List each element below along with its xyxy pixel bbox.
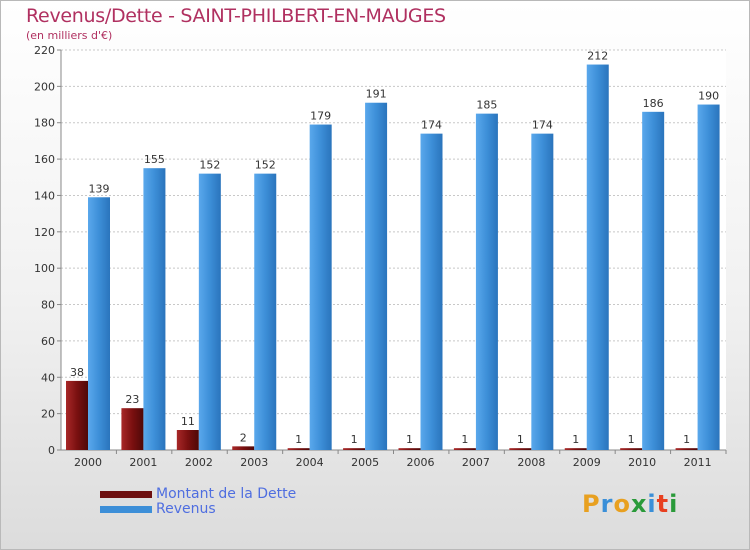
logo-letter: t xyxy=(656,490,670,518)
bar-dette xyxy=(66,380,88,450)
data-label-dette: 23 xyxy=(125,393,139,406)
legend-swatch-revenus xyxy=(100,505,152,513)
bar-revenus xyxy=(586,64,609,450)
data-label-revenus: 212 xyxy=(587,50,608,63)
logo-letter: x xyxy=(630,490,648,518)
data-label-revenus: 174 xyxy=(421,119,442,132)
bar-revenus xyxy=(642,111,665,451)
y-tick-label: 40 xyxy=(41,371,55,384)
y-tick-label: 220 xyxy=(34,44,55,57)
data-label-revenus: 152 xyxy=(255,159,276,172)
data-label-revenus: 191 xyxy=(366,88,387,101)
bar-dette xyxy=(287,448,310,450)
data-label-revenus: 155 xyxy=(144,153,165,166)
data-label-revenus: 152 xyxy=(199,159,220,172)
x-tick-label: 2010 xyxy=(628,456,656,469)
bar-dette xyxy=(509,448,532,450)
x-tick-label: 2004 xyxy=(296,456,324,469)
legend-item-dette: Montant de la Dette xyxy=(100,486,296,502)
bar-revenus xyxy=(365,102,388,451)
y-tick-label: 200 xyxy=(34,80,55,93)
data-label-dette: 11 xyxy=(181,415,195,428)
bar-dette xyxy=(343,448,366,450)
bar-revenus xyxy=(420,133,443,451)
data-label-dette: 38 xyxy=(70,366,84,379)
bar-revenus xyxy=(198,173,221,451)
y-tick-label: 100 xyxy=(34,262,55,275)
legend-label-revenus: Revenus xyxy=(156,501,216,517)
y-tick-label: 60 xyxy=(41,335,55,348)
data-label-revenus: 139 xyxy=(89,182,110,195)
x-tick-label: 2005 xyxy=(351,456,379,469)
data-label-dette: 1 xyxy=(517,433,524,446)
x-tick-label: 2007 xyxy=(462,456,490,469)
y-tick-label: 0 xyxy=(48,444,55,457)
y-tick-label: 180 xyxy=(34,117,55,130)
plot-area xyxy=(61,50,726,450)
logo-letter: i xyxy=(669,490,679,518)
data-label-dette: 1 xyxy=(351,433,358,446)
chart-title: Revenus/Dette - SAINT-PHILBERT-EN-MAUGES xyxy=(26,5,446,27)
logo-letter: i xyxy=(647,490,657,518)
logo-letter: r xyxy=(600,490,614,518)
y-tick-label: 20 xyxy=(41,408,55,421)
x-tick-label: 2002 xyxy=(185,456,213,469)
bar-revenus xyxy=(475,113,498,451)
legend-item-revenus: Revenus xyxy=(100,501,216,517)
bar-dette xyxy=(232,446,255,450)
logo-letter: o xyxy=(613,490,631,518)
bar-revenus xyxy=(531,133,554,451)
x-tick-label: 2009 xyxy=(573,456,601,469)
x-tick-label: 2001 xyxy=(129,456,157,469)
y-tick-label: 160 xyxy=(34,153,55,166)
x-tick-label: 2003 xyxy=(240,456,268,469)
x-tick-label: 2000 xyxy=(74,456,102,469)
legend-label-dette: Montant de la Dette xyxy=(156,486,297,502)
data-label-dette: 1 xyxy=(295,433,302,446)
logo-letter: P xyxy=(582,490,601,518)
bar-revenus xyxy=(309,124,332,450)
data-label-revenus: 185 xyxy=(476,99,497,112)
data-label-revenus: 186 xyxy=(643,97,664,110)
bar-revenus xyxy=(143,168,166,450)
bar-dette xyxy=(675,448,698,450)
data-label-dette: 2 xyxy=(240,431,247,444)
bar-dette xyxy=(176,430,199,450)
data-label-dette: 1 xyxy=(461,433,468,446)
y-tick-label: 120 xyxy=(34,226,55,239)
legend-swatch-dette xyxy=(100,490,152,498)
chart-subtitle: (en milliers d'€) xyxy=(26,29,113,42)
x-tick-label: 2006 xyxy=(407,456,435,469)
data-label-dette: 1 xyxy=(628,433,635,446)
bar-dette xyxy=(453,448,476,450)
bar-revenus xyxy=(88,197,110,450)
bar-revenus xyxy=(697,104,720,450)
data-label-revenus: 174 xyxy=(532,119,553,132)
data-label-revenus: 179 xyxy=(310,110,331,123)
data-label-dette: 1 xyxy=(683,433,690,446)
x-tick-label: 2008 xyxy=(517,456,545,469)
proxiti-logo: Proxiti xyxy=(582,490,678,518)
bar-dette xyxy=(121,408,144,450)
data-label-dette: 1 xyxy=(572,433,579,446)
bar-revenus xyxy=(254,173,277,451)
bar-dette xyxy=(620,448,643,450)
bar-dette xyxy=(398,448,421,450)
y-tick-label: 80 xyxy=(41,299,55,312)
x-tick-label: 2011 xyxy=(684,456,712,469)
y-tick-label: 140 xyxy=(34,189,55,202)
bar-dette xyxy=(564,448,587,450)
data-label-revenus: 190 xyxy=(698,90,719,103)
data-label-dette: 1 xyxy=(406,433,413,446)
